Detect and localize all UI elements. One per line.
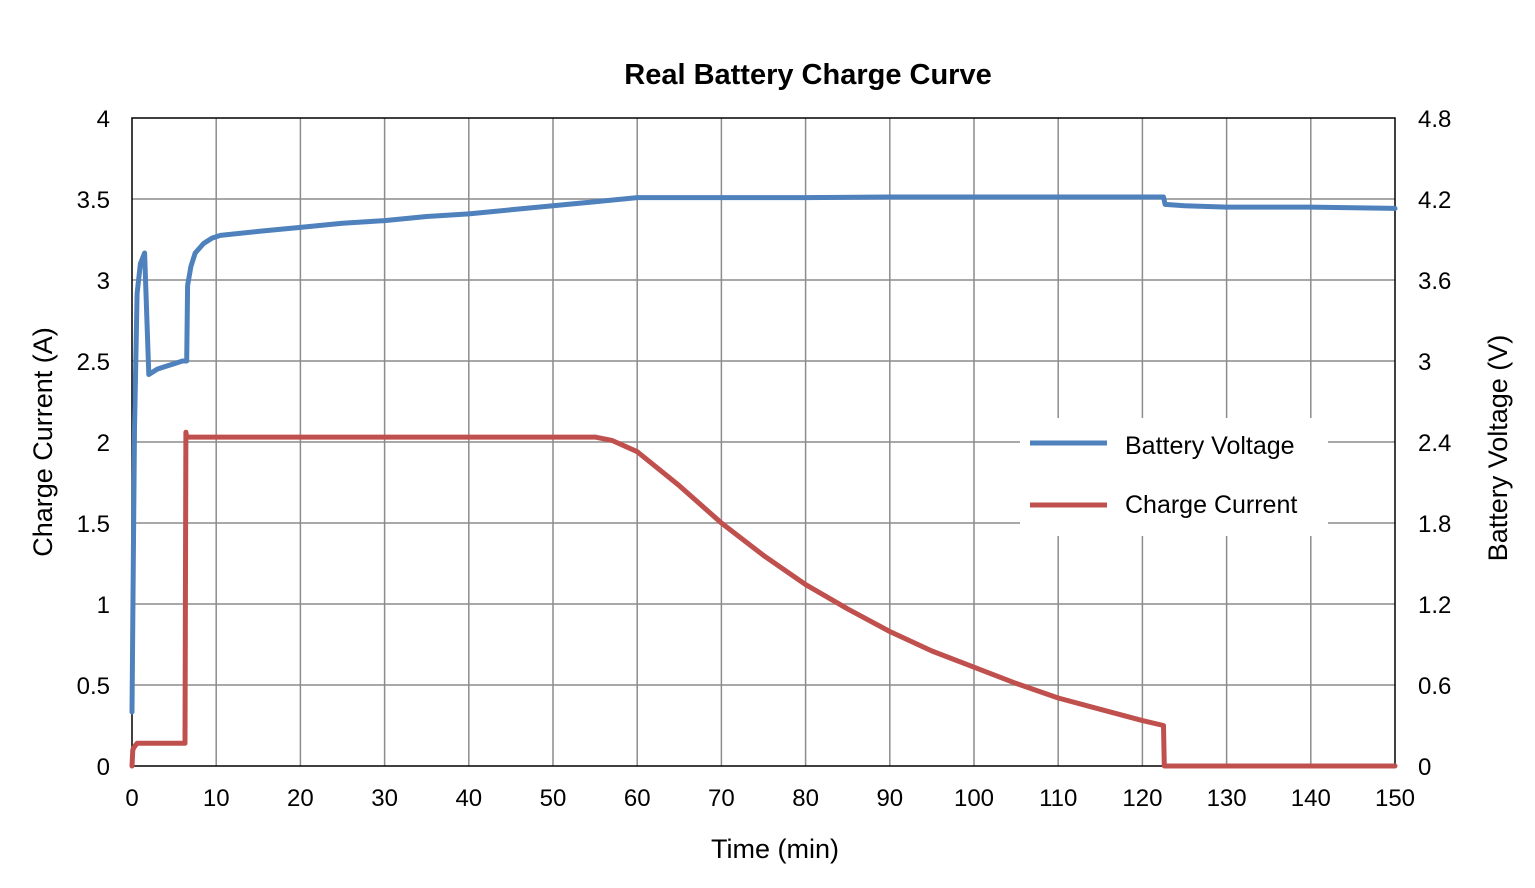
x-tick-label: 80 bbox=[792, 785, 819, 812]
series-line-charge-current bbox=[129, 429, 1398, 769]
x-tick-label: 20 bbox=[287, 785, 314, 812]
left-tick-label: 2.5 bbox=[77, 349, 110, 376]
legend-label-battery-voltage: Battery Voltage bbox=[1125, 432, 1295, 460]
left-tick-label: 1.5 bbox=[77, 511, 110, 538]
left-tick-label: 0.5 bbox=[77, 673, 110, 700]
x-axis-label: Time (min) bbox=[711, 834, 839, 864]
right-tick-label: 3 bbox=[1418, 349, 1431, 376]
right-tick-label: 0 bbox=[1418, 754, 1431, 781]
x-tick-label: 0 bbox=[125, 785, 138, 812]
series-lines bbox=[129, 194, 1398, 769]
right-tick-label: 1.8 bbox=[1418, 511, 1451, 538]
x-tick-label: 140 bbox=[1291, 785, 1331, 812]
right-axis-label: Battery Voltage (V) bbox=[1483, 335, 1513, 562]
right-tick-label: 1.2 bbox=[1418, 592, 1451, 619]
left-tick-label: 2 bbox=[97, 430, 110, 457]
right-axis-ticks: 0 0.6 1.2 1.8 2.4 3 3.6 4.2 4.8 bbox=[1418, 106, 1451, 781]
x-axis-ticks: 0 10 20 30 40 50 60 70 80 90 100 110 120 130 140 150 bbox=[125, 785, 1415, 812]
left-tick-label: 3 bbox=[97, 268, 110, 295]
left-axis-ticks: 0 0.5 1 1.5 2 2.5 3 3.5 4 bbox=[77, 106, 110, 781]
left-tick-label: 0 bbox=[97, 754, 110, 781]
right-tick-label: 4.8 bbox=[1418, 106, 1451, 133]
left-tick-label: 3.5 bbox=[77, 187, 110, 214]
x-tick-label: 150 bbox=[1375, 785, 1415, 812]
x-tick-label: 40 bbox=[455, 785, 482, 812]
x-tick-label: 30 bbox=[371, 785, 398, 812]
right-tick-label: 3.6 bbox=[1418, 268, 1451, 295]
x-tick-label: 50 bbox=[540, 785, 567, 812]
x-tick-label: 130 bbox=[1207, 785, 1247, 812]
x-tick-label: 90 bbox=[876, 785, 903, 812]
series-line-battery-voltage bbox=[129, 194, 1398, 715]
legend-label-charge-current: Charge Current bbox=[1125, 491, 1297, 519]
legend-background bbox=[1020, 418, 1328, 536]
chart-title: Real Battery Charge Curve bbox=[624, 59, 991, 91]
right-tick-label: 2.4 bbox=[1418, 430, 1451, 457]
right-tick-label: 0.6 bbox=[1418, 673, 1451, 700]
right-tick-label: 4.2 bbox=[1418, 187, 1451, 214]
left-tick-label: 1 bbox=[97, 592, 110, 619]
x-tick-label: 110 bbox=[1039, 785, 1077, 812]
x-tick-label: 100 bbox=[954, 785, 994, 812]
x-tick-label: 60 bbox=[624, 785, 651, 812]
x-tick-label: 120 bbox=[1122, 785, 1162, 812]
left-tick-label: 4 bbox=[97, 106, 110, 133]
x-tick-label: 10 bbox=[203, 785, 230, 812]
legend: Battery Voltage Charge Current bbox=[1020, 418, 1328, 536]
x-tick-label: 70 bbox=[708, 785, 735, 812]
left-axis-label: Charge Current (A) bbox=[28, 327, 58, 557]
